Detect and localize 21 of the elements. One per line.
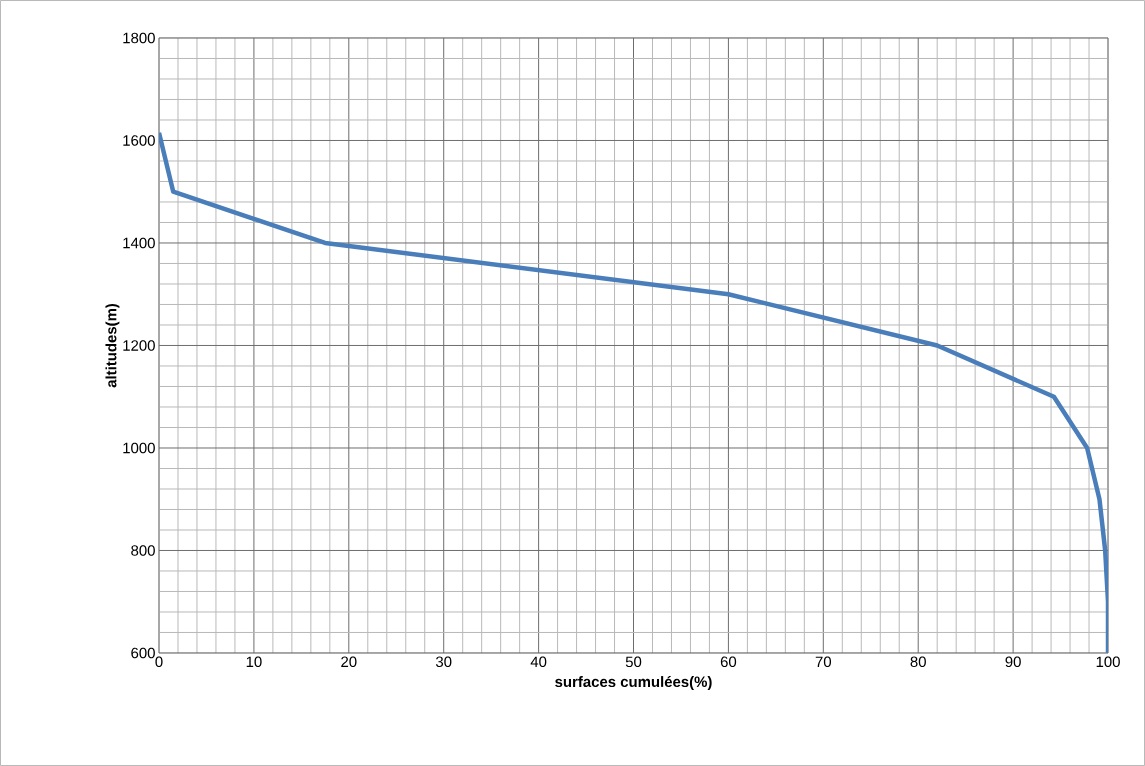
line-series bbox=[159, 130, 1109, 653]
y-tick-label: 1400 bbox=[123, 237, 155, 249]
y-tick-label: 600 bbox=[131, 647, 155, 659]
x-tick-label: 40 bbox=[530, 656, 547, 668]
y-tick-label: 1800 bbox=[123, 32, 155, 44]
x-axis-title: surfaces cumulées(%) bbox=[555, 675, 712, 690]
x-tick-label: 0 bbox=[155, 656, 163, 668]
x-tick-label: 30 bbox=[435, 656, 452, 668]
x-tick-label: 90 bbox=[1005, 656, 1021, 668]
x-tick-label: 50 bbox=[625, 656, 642, 668]
x-tick-label: 80 bbox=[910, 656, 926, 668]
x-tick-label: 70 bbox=[815, 656, 832, 668]
y-tick-label: 1200 bbox=[123, 340, 155, 351]
y-tick-label: 1600 bbox=[123, 135, 155, 146]
x-tick-label: 20 bbox=[341, 656, 357, 668]
x-tick-label: 10 bbox=[246, 656, 262, 668]
x-tick-label: 100 bbox=[1096, 656, 1120, 668]
x-tick-label: 60 bbox=[720, 656, 737, 668]
y-tick-label: 1000 bbox=[123, 442, 155, 454]
y-tick-label: 800 bbox=[131, 545, 155, 556]
y-axis-title: altitudes(m) bbox=[105, 303, 120, 388]
